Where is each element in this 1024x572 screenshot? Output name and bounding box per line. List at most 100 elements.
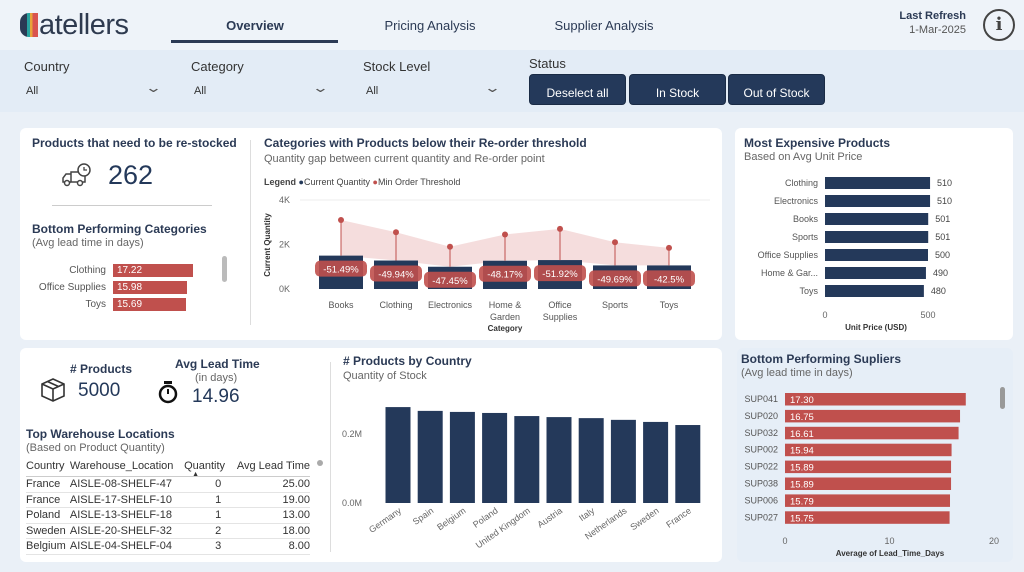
category-label: Clothing	[785, 178, 818, 188]
table-row[interactable]: France AISLE-08-SHELF-47 0 25.00	[26, 476, 310, 493]
supplier-bar[interactable]	[785, 426, 959, 440]
table-row[interactable]: Belgium AISLE-04-SHELF-04 3 8.00	[26, 538, 310, 555]
x-tick-label: Garden	[490, 312, 520, 322]
out-of-stock-button[interactable]: Out of Stock	[728, 74, 825, 105]
gap-label: -51.49%	[323, 265, 359, 276]
gap-label-badge	[315, 260, 367, 277]
gap-label-badge	[589, 270, 641, 287]
threshold-point[interactable]	[612, 239, 618, 246]
gap-label-badge	[424, 271, 476, 288]
table-cell: Sweden	[26, 523, 70, 539]
expensive-title: Most Expensive Products	[744, 136, 891, 150]
threshold-point[interactable]	[447, 243, 453, 250]
country-bar[interactable]	[610, 419, 636, 503]
in-stock-button[interactable]: In Stock	[629, 74, 726, 105]
category-bar[interactable]: 17.22	[113, 264, 193, 277]
value-label: 510	[937, 196, 952, 206]
threshold-point[interactable]	[557, 225, 563, 232]
logo-mark-icon	[20, 13, 38, 37]
gap-label-badge	[370, 265, 422, 282]
category-filter-label: Category	[191, 59, 244, 74]
country-bar[interactable]	[675, 425, 701, 503]
x-tick-label: Austria	[535, 505, 564, 529]
country-bar[interactable]	[578, 418, 604, 503]
gap-label: -51.92%	[542, 269, 578, 280]
threshold-point[interactable]	[666, 244, 672, 251]
scrollbar[interactable]	[317, 460, 323, 466]
chevron-down-icon[interactable]: ⌄	[311, 80, 330, 95]
country-bar[interactable]	[385, 407, 411, 503]
value-label: 17.30	[790, 395, 814, 406]
legend-current-quantity[interactable]: Current Quantity	[303, 177, 370, 187]
column-header-warehouse-location[interactable]: Warehouse_Location	[69, 458, 185, 477]
logo-text: atellers	[39, 9, 129, 41]
table-row[interactable]: Poland AISLE-13-SHELF-18 1 13.00	[26, 507, 310, 524]
threshold-point[interactable]	[338, 217, 344, 224]
column-header-avg-lead-time[interactable]: Avg Lead Time	[229, 458, 310, 477]
scrollbar[interactable]	[1000, 387, 1005, 409]
sort-ascending-icon[interactable]: ▲	[192, 471, 200, 478]
x-tick-label: Sweden	[628, 505, 660, 532]
category-filter-dropdown[interactable]: All	[194, 85, 207, 97]
price-bar[interactable]	[825, 213, 929, 225]
x-tick-label: Electronics	[428, 300, 473, 310]
price-bar[interactable]	[825, 195, 931, 207]
chevron-down-icon[interactable]: ⌄	[483, 80, 502, 95]
supplier-bar[interactable]	[785, 511, 950, 524]
supplier-bar[interactable]	[785, 477, 952, 491]
supplier-bar[interactable]	[785, 494, 951, 507]
x-tick-label: Germany	[367, 505, 403, 535]
price-bar[interactable]	[825, 249, 928, 261]
chevron-down-icon[interactable]: ⌄	[144, 80, 163, 95]
tab-overview[interactable]: Overview	[226, 18, 284, 33]
column-header-country[interactable]: Country	[26, 458, 70, 477]
supplier-bar[interactable]	[785, 460, 952, 474]
gap-label: -47.45%	[432, 276, 468, 287]
category-bar[interactable]: 15.98	[113, 281, 187, 294]
warehouse-subtitle: (Based on Product Quantity)	[26, 442, 165, 454]
legend-min-order-threshold[interactable]: Min Order Threshold	[377, 177, 461, 187]
suppliers-title: Bottom Performing Supliers	[741, 352, 902, 366]
country-bar[interactable]	[482, 412, 508, 503]
country-bar[interactable]	[514, 416, 540, 503]
value-label: 500	[935, 250, 950, 260]
value-label: 490	[933, 268, 948, 278]
x-tick-label: 500	[920, 310, 935, 320]
price-bar[interactable]	[825, 177, 931, 189]
table-cell: AISLE-17-SHELF-10	[69, 492, 185, 508]
x-tick-label: Italy	[577, 505, 597, 523]
price-bar[interactable]	[825, 285, 924, 297]
tab-supplier-analysis[interactable]: Supplier Analysis	[554, 18, 654, 33]
table-row[interactable]: France AISLE-17-SHELF-10 1 19.00	[26, 492, 310, 508]
supplier-bar[interactable]	[785, 409, 961, 423]
country-filter-label: Country	[24, 59, 70, 74]
country-filter-dropdown[interactable]: All	[26, 85, 39, 97]
table-row[interactable]: Sweden AISLE-20-SHELF-32 2 18.00	[26, 523, 310, 539]
supplier-bar[interactable]	[785, 393, 966, 406]
supplier-label: SUP002	[744, 445, 778, 455]
category-bar[interactable]: 15.69	[113, 298, 186, 311]
column-header-quantity[interactable]: Quantity ▲	[184, 458, 230, 478]
scrollbar[interactable]	[222, 256, 227, 282]
info-icon[interactable]: i	[983, 9, 1015, 41]
supplier-label: SUP038	[744, 479, 778, 489]
value-label: 15.89	[790, 463, 814, 474]
x-tick-label: Books	[328, 300, 354, 310]
country-bar[interactable]	[546, 417, 572, 503]
value-label: 16.61	[790, 429, 814, 440]
y-tick-label: 4K	[279, 195, 290, 205]
price-bar[interactable]	[825, 267, 926, 279]
price-bar[interactable]	[825, 231, 929, 243]
table-cell: 18.00	[229, 523, 310, 539]
country-bar[interactable]	[417, 410, 443, 503]
country-bar[interactable]	[449, 411, 475, 503]
supplier-bar[interactable]	[785, 443, 952, 457]
tab-pricing-analysis[interactable]: Pricing Analysis	[384, 18, 476, 33]
threshold-point[interactable]	[502, 231, 508, 238]
threshold-point[interactable]	[393, 229, 399, 236]
x-tick-label: Toys	[660, 300, 679, 310]
stock-level-filter-dropdown[interactable]: All	[366, 85, 379, 97]
country-bar[interactable]	[643, 421, 669, 503]
deselect-all-button[interactable]: Deselect all	[529, 74, 626, 105]
